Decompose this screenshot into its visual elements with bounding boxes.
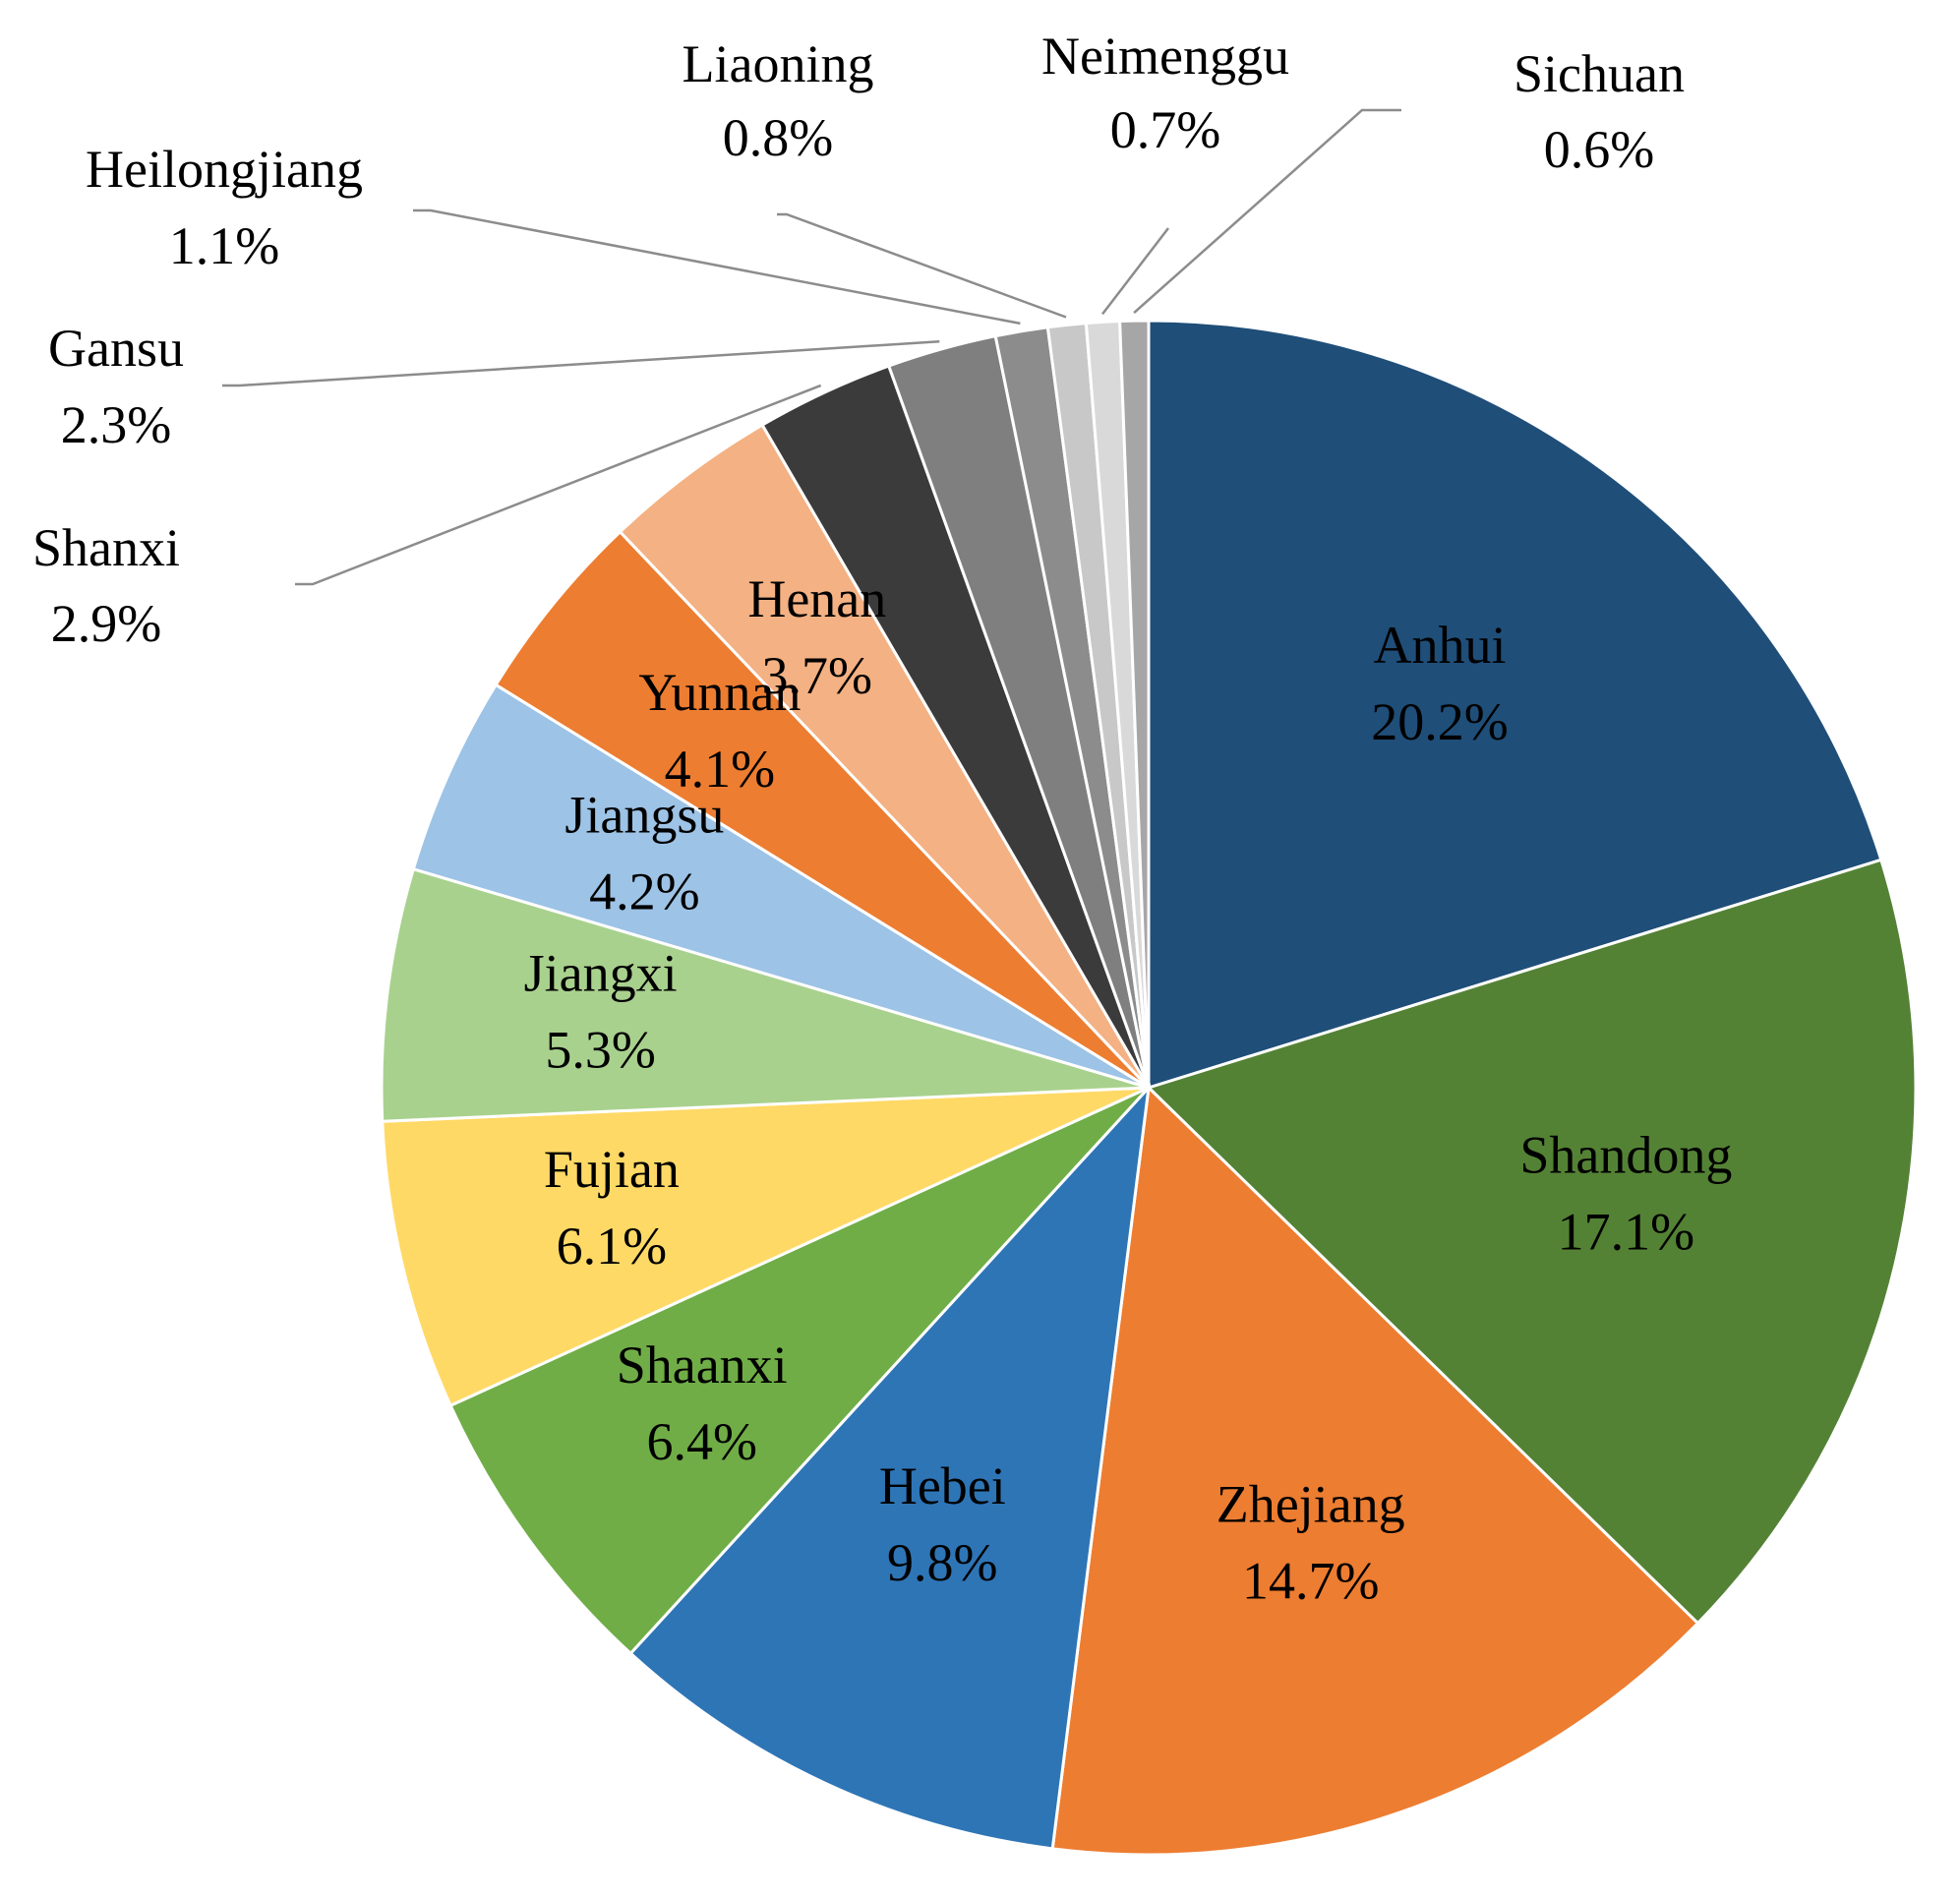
label-percent-liaoning: 0.8% bbox=[723, 108, 833, 167]
label-name-gansu: Gansu bbox=[48, 319, 184, 378]
slice-labels: Anhui 20.2% Shandong 17.1% Zhejiang 14.7% Hebe… bbox=[32, 27, 1732, 1610]
label-percent-fujian: 6.1% bbox=[557, 1217, 667, 1276]
slice-jiangsu bbox=[411, 682, 1150, 1090]
label-percent-gansu: 2.3% bbox=[61, 395, 171, 454]
label-percent-shaanxi: 6.4% bbox=[646, 1412, 756, 1471]
label-percent-hebei: 9.8% bbox=[887, 1533, 997, 1592]
leader-line-sichuan bbox=[1133, 108, 1401, 315]
label-percent-jiangsu: 4.2% bbox=[589, 862, 699, 921]
label-name-shaanxi: Shaanxi bbox=[617, 1335, 788, 1395]
label-name-henan: Henan bbox=[747, 569, 886, 628]
slice-shandong bbox=[1146, 858, 1918, 1626]
leader-line-shanxi bbox=[295, 384, 822, 586]
slice-yunnan bbox=[494, 529, 1151, 1090]
label-percent-heilongjiang: 1.1% bbox=[169, 216, 279, 275]
label-percent-anhui: 20.2% bbox=[1371, 692, 1508, 751]
label-name-fujian: Fujian bbox=[544, 1140, 680, 1199]
label-name-heilongjiang: Heilongjiang bbox=[86, 140, 363, 199]
label-percent-sichuan: 0.6% bbox=[1544, 120, 1654, 179]
label-percent-neimenggu: 0.7% bbox=[1110, 100, 1220, 159]
label-name-jiangsu: Jiangsu bbox=[564, 786, 724, 845]
label-percent-yunnan: 4.1% bbox=[665, 740, 775, 799]
leader-line-liaoning bbox=[777, 212, 1067, 319]
label-name-neimenggu: Neimenggu bbox=[1041, 27, 1289, 86]
label-name-shanxi: Shanxi bbox=[32, 518, 180, 577]
slice-anhui bbox=[1147, 319, 1883, 1091]
slice-zhejiang bbox=[1050, 1084, 1700, 1857]
label-name-jiangxi: Jiangxi bbox=[524, 943, 678, 1002]
slice-hebei bbox=[628, 1083, 1152, 1851]
leader-lines bbox=[222, 108, 1401, 586]
leader-line-gansu bbox=[222, 340, 940, 387]
label-name-liaoning: Liaoning bbox=[683, 34, 874, 93]
label-percent-henan: 3.7% bbox=[762, 646, 872, 705]
pie-slices bbox=[380, 319, 1918, 1857]
label-name-hebei: Hebei bbox=[879, 1456, 1006, 1515]
label-percent-jiangxi: 5.3% bbox=[545, 1020, 655, 1079]
slice-fujian bbox=[381, 1086, 1150, 1408]
slice-sichuan bbox=[1118, 319, 1151, 1089]
leader-line-heilongjiang bbox=[413, 208, 1021, 326]
label-name-yunnan: Yunnan bbox=[638, 663, 801, 722]
slice-jiangxi bbox=[380, 866, 1150, 1123]
slice-shaanxi bbox=[448, 1086, 1151, 1656]
label-percent-zhejiang: 14.7% bbox=[1242, 1551, 1379, 1610]
leader-line-neimenggu bbox=[1101, 227, 1169, 316]
label-name-zhejiang: Zhejiang bbox=[1217, 1474, 1405, 1533]
label-percent-shanxi: 2.9% bbox=[51, 594, 161, 653]
label-name-anhui: Anhui bbox=[1374, 616, 1507, 675]
label-name-sichuan: Sichuan bbox=[1514, 44, 1685, 103]
label-name-shandong: Shandong bbox=[1519, 1126, 1732, 1185]
label-percent-shandong: 17.1% bbox=[1558, 1203, 1694, 1262]
